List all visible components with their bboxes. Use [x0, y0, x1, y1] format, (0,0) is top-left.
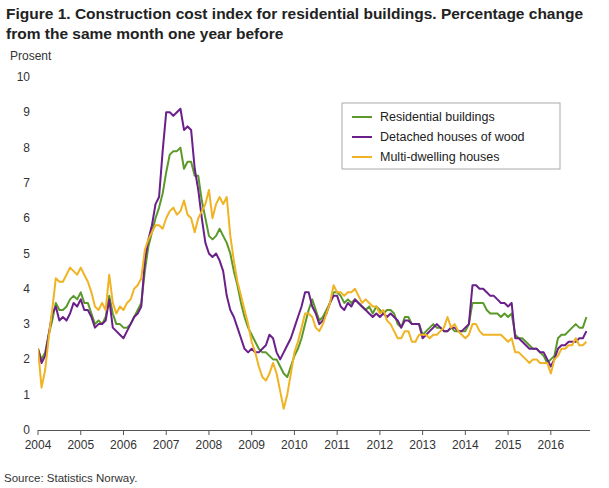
x-tick-label: 2012	[367, 438, 394, 452]
legend-label: Detached houses of wood	[380, 130, 525, 144]
y-tick	[35, 288, 38, 289]
y-tick-label: 9	[23, 105, 30, 119]
x-tick	[166, 430, 167, 435]
x-tick-label: 2010	[281, 438, 308, 452]
x-tick-label: 2009	[238, 438, 265, 452]
legend-box	[342, 103, 560, 169]
x-tick	[379, 430, 380, 435]
x-tick	[465, 430, 466, 435]
legend-label: Residential buildings	[380, 110, 495, 124]
chart: Prosent 0 1 2 3 4 5 6 7 8 9 10 2004 2005 2006 2007 2008 2…	[0, 0, 609, 488]
y-tick-label: 0	[23, 423, 30, 437]
y-tick-label: 8	[23, 141, 30, 155]
y-tick	[35, 147, 38, 148]
legend-label: Multi-dwelling houses	[380, 150, 500, 164]
y-tick	[35, 253, 38, 254]
y-tick-label: 2	[23, 352, 30, 366]
y-tick	[35, 394, 38, 395]
x-tick	[208, 430, 209, 435]
x-tick	[123, 430, 124, 435]
y-tick-label: 1	[23, 388, 30, 402]
y-tick-label: 6	[23, 211, 30, 225]
y-tick	[35, 77, 38, 78]
x-tick-label: 2007	[153, 438, 180, 452]
x-tick	[422, 430, 423, 435]
x-tick-label: 2004	[25, 438, 52, 452]
x-tick-label: 2006	[110, 438, 137, 452]
y-tick-label: 3	[23, 317, 30, 331]
y-tick	[35, 218, 38, 219]
x-tick-label: 2005	[67, 438, 94, 452]
source: Source: Statistics Norway.	[4, 472, 137, 484]
y-tick-label: 4	[23, 282, 30, 296]
x-tick	[550, 430, 551, 435]
y-tick	[35, 182, 38, 183]
x-tick-label: 2011	[324, 438, 350, 452]
legend-swatch	[352, 156, 372, 158]
x-tick	[251, 430, 252, 435]
title: Figure 1. Construction cost index for re…	[6, 4, 606, 44]
y-tick-label: 7	[23, 176, 30, 190]
x-tick-label: 2013	[409, 438, 436, 452]
x-tick	[80, 430, 81, 435]
x-tick	[294, 430, 295, 435]
legend-swatch	[352, 116, 372, 118]
x-tick-label: 2014	[452, 438, 479, 452]
y-tick-label: 10	[17, 70, 31, 84]
x-axis-line	[38, 430, 590, 431]
legend-swatch	[352, 136, 372, 138]
x-tick-label: 2015	[495, 438, 522, 452]
series-line	[38, 148, 586, 377]
y-tick	[35, 324, 38, 325]
y-tick	[35, 359, 38, 360]
y-tick	[35, 112, 38, 113]
series-line	[38, 190, 586, 409]
x-tick-label: 2016	[537, 438, 564, 452]
x-tick	[337, 430, 338, 435]
y-axis-label: Prosent	[10, 49, 52, 63]
x-tick	[508, 430, 509, 435]
x-tick	[38, 430, 39, 435]
y-tick-label: 5	[23, 247, 30, 261]
x-tick-label: 2008	[196, 438, 223, 452]
